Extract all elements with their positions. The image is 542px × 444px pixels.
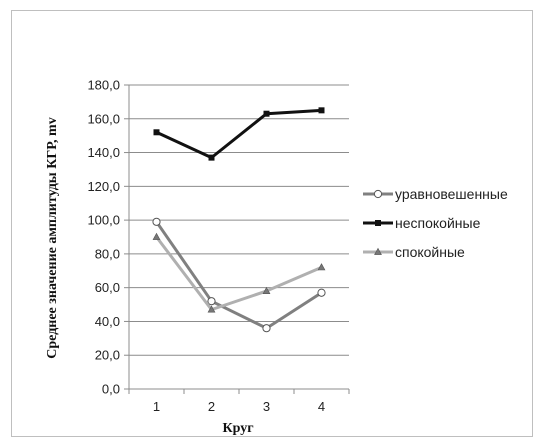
data-point [262, 324, 271, 333]
data-point [317, 288, 326, 297]
y-tick-label: 140,0 [87, 145, 120, 160]
legend-entry: спокойные [363, 244, 465, 260]
y-tick-label: 0,0 [102, 382, 120, 397]
y-tick-label: 120,0 [87, 179, 120, 194]
data-point [207, 297, 216, 306]
legend-marker [374, 247, 382, 255]
legend-label: спокойные [395, 244, 465, 260]
chart-frame [11, 10, 533, 437]
x-tick-label: 4 [318, 399, 325, 414]
y-tick-label: 80,0 [95, 246, 120, 261]
data-point [152, 217, 161, 226]
y-tick-label: 60,0 [95, 280, 120, 295]
series-1 [152, 217, 326, 333]
legend-label: неспокойные [395, 215, 481, 231]
data-point [153, 129, 160, 136]
series-3 [152, 232, 326, 313]
data-point [318, 107, 325, 114]
x-tick-labels: 1 2 3 4 [153, 399, 325, 414]
data-point [152, 232, 161, 240]
data-point [208, 154, 215, 161]
legend-marker [373, 189, 383, 199]
series-2 [153, 107, 325, 161]
y-tick-label: 160,0 [87, 111, 120, 126]
data-point [317, 263, 326, 271]
series-line [155, 220, 323, 330]
data-point [263, 110, 270, 117]
y-tick-label: 40,0 [95, 314, 120, 329]
legend-entry: неспокойные [363, 215, 481, 231]
series-line [155, 108, 322, 160]
data-point [207, 305, 216, 313]
legend-marker [375, 220, 381, 226]
x-axis-title: Круг [222, 421, 253, 436]
legend-entry: уравновешенные [363, 186, 508, 202]
axes [124, 84, 350, 394]
gridlines [129, 84, 349, 356]
series [152, 107, 326, 333]
legend: уравновешенные неспокойные спокойные [363, 186, 508, 260]
y-tick-labels: 0,0 20,0 40,0 60,0 80,0 100,0 120,0 140,0 160,0 1… [87, 78, 120, 397]
data-point [262, 286, 271, 294]
y-tick-label: 180,0 [87, 78, 120, 93]
y-tick-label: 100,0 [87, 213, 120, 228]
x-tick-label: 1 [153, 399, 160, 414]
x-tick-label: 2 [208, 399, 215, 414]
legend-label: уравновешенные [395, 186, 508, 202]
x-tick-label: 3 [263, 399, 270, 414]
y-axis-title: Среднее значение амплитуды КГР, mv [45, 117, 60, 358]
series-line [155, 236, 323, 312]
y-tick-label: 20,0 [95, 348, 120, 363]
